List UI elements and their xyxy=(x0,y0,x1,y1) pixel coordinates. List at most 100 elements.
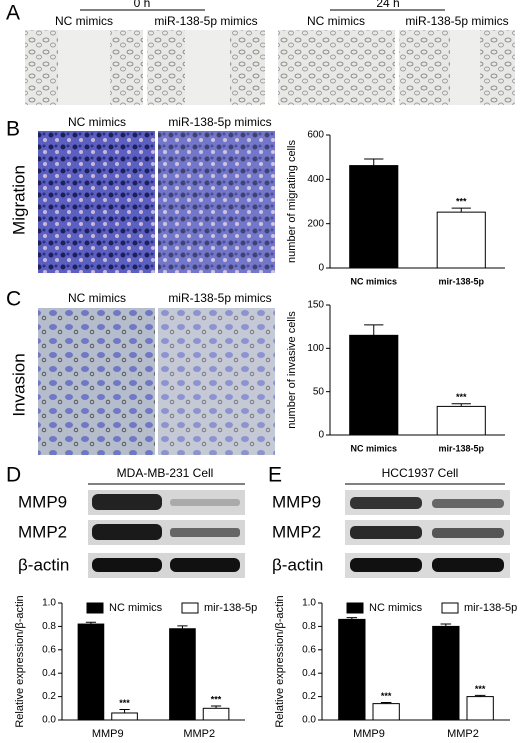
legend-label: NC mimics xyxy=(109,602,163,614)
image xyxy=(38,131,155,273)
bar xyxy=(436,211,486,269)
blot-label: β-actin xyxy=(18,555,69,574)
error-bar xyxy=(474,694,486,697)
image xyxy=(158,308,275,455)
error-bar xyxy=(364,324,384,336)
y-tick-label: 0.4 xyxy=(42,668,56,679)
error-bar xyxy=(380,701,392,704)
panel-letter: E xyxy=(268,464,282,487)
x-tick-label: MMP2 xyxy=(447,728,479,740)
significance: *** xyxy=(211,694,222,704)
y-tick-label: 50 xyxy=(313,386,325,397)
legend-label: mir-138-5p xyxy=(464,602,517,614)
y-tick-label: 0.2 xyxy=(42,691,56,702)
cell-line: MDA-MB-231 Cell xyxy=(117,466,214,480)
bar xyxy=(349,165,399,269)
panel-a: A 0 h 24 h NC mimics miR-138-5p mimics N… xyxy=(6,0,515,105)
y-tick-label: 1.0 xyxy=(42,598,56,609)
timepoint: 0 h xyxy=(134,0,151,10)
y-axis-label: number of migrating cells xyxy=(286,140,298,263)
legend-label: NC mimics xyxy=(369,602,423,614)
x-tick-label: MMP9 xyxy=(353,728,385,740)
significance: *** xyxy=(475,684,486,694)
legend-swatch xyxy=(346,602,364,614)
bar xyxy=(202,707,230,721)
y-tick-label: 0.6 xyxy=(42,644,56,655)
panel-c: C Invasion NC mimics miR-138-5p mimics xyxy=(6,288,275,455)
blot-label: β-actin xyxy=(272,555,323,574)
error-bar xyxy=(346,617,358,620)
panel-letter: D xyxy=(6,464,21,487)
image-label: NC mimics xyxy=(307,14,365,28)
legend-label: mir-138-5p xyxy=(204,602,257,614)
y-tick-label: 0.8 xyxy=(42,621,56,632)
panel-letter: C xyxy=(6,288,21,311)
x-tick-label: MMP9 xyxy=(92,728,124,740)
y-axis-label: Relative expression/β-actin xyxy=(14,595,26,727)
bar xyxy=(349,334,399,436)
error-bar xyxy=(364,158,384,166)
bar xyxy=(436,405,486,436)
panel-e: E HCC1937 Cell MMP9 MMP2 β-actin xyxy=(268,464,510,578)
significance: *** xyxy=(119,698,130,708)
y-tick-label: 0.6 xyxy=(302,644,316,655)
bar xyxy=(338,618,366,721)
y-axis-label: Relative expression/β-actin xyxy=(274,595,286,727)
panel-letter: A xyxy=(6,2,20,25)
error-bar xyxy=(440,623,452,627)
legend-swatch xyxy=(441,602,459,614)
error-bar xyxy=(177,625,188,629)
x-tick-label: NC mimics xyxy=(350,443,397,453)
image-label: NC mimics xyxy=(68,291,126,305)
significance: *** xyxy=(456,197,467,207)
image-label: miR-138-5p mimics xyxy=(168,115,271,129)
panel-letter: B xyxy=(6,118,20,141)
panel-d: D MDA-MB-231 Cell MMP9 MMP2 β-actin xyxy=(6,464,245,578)
image xyxy=(38,308,155,455)
y-tick-label: 0.0 xyxy=(42,715,56,726)
y-tick-label: 400 xyxy=(307,174,324,185)
y-tick-label: 0.0 xyxy=(302,715,316,726)
image-label: miR-138-5p mimics xyxy=(168,291,271,305)
image xyxy=(158,131,275,273)
bar xyxy=(466,696,494,721)
blot-label: MMP2 xyxy=(18,522,67,541)
legend-swatch xyxy=(86,602,104,614)
panel-b: B Migration NC mimics miR-138-5p mimics xyxy=(6,115,275,273)
image-label: miR-138-5p mimics xyxy=(154,14,257,28)
cell-line: HCC1937 Cell xyxy=(382,466,459,480)
bar xyxy=(77,623,105,721)
image xyxy=(278,30,395,105)
timepoint: 24 h xyxy=(376,0,399,10)
image-label: NC mimics xyxy=(55,14,113,28)
error-bar xyxy=(119,708,130,713)
y-tick-label: 100 xyxy=(307,343,324,354)
x-tick-label: mir-138-5p xyxy=(438,276,484,286)
significance: *** xyxy=(381,691,392,701)
row-label: Invasion xyxy=(9,353,28,416)
image-label: NC mimics xyxy=(68,115,126,129)
error-bar xyxy=(85,621,97,625)
error-bar xyxy=(451,207,471,213)
legend-swatch xyxy=(181,602,199,614)
y-tick-label: 600 xyxy=(307,130,324,141)
bar xyxy=(432,625,460,721)
y-tick-label: 0 xyxy=(318,430,324,441)
y-tick-label: 200 xyxy=(307,218,324,229)
x-tick-label: MMP2 xyxy=(183,728,215,740)
y-tick-label: 0.4 xyxy=(302,668,316,679)
y-tick-label: 0.2 xyxy=(302,691,316,702)
x-tick-label: NC mimics xyxy=(350,276,397,286)
y-tick-label: 1.0 xyxy=(302,598,316,609)
y-axis-label: number of invasive cells xyxy=(286,311,298,429)
blot-label: MMP2 xyxy=(272,522,321,541)
error-bar xyxy=(451,403,471,407)
y-tick-label: 150 xyxy=(307,300,324,311)
bar xyxy=(111,712,138,721)
row-label: Migration xyxy=(9,165,28,235)
bar xyxy=(169,628,196,721)
error-bar xyxy=(210,705,222,709)
blot-label: MMP9 xyxy=(272,492,321,511)
y-tick-label: 0.8 xyxy=(302,621,316,632)
